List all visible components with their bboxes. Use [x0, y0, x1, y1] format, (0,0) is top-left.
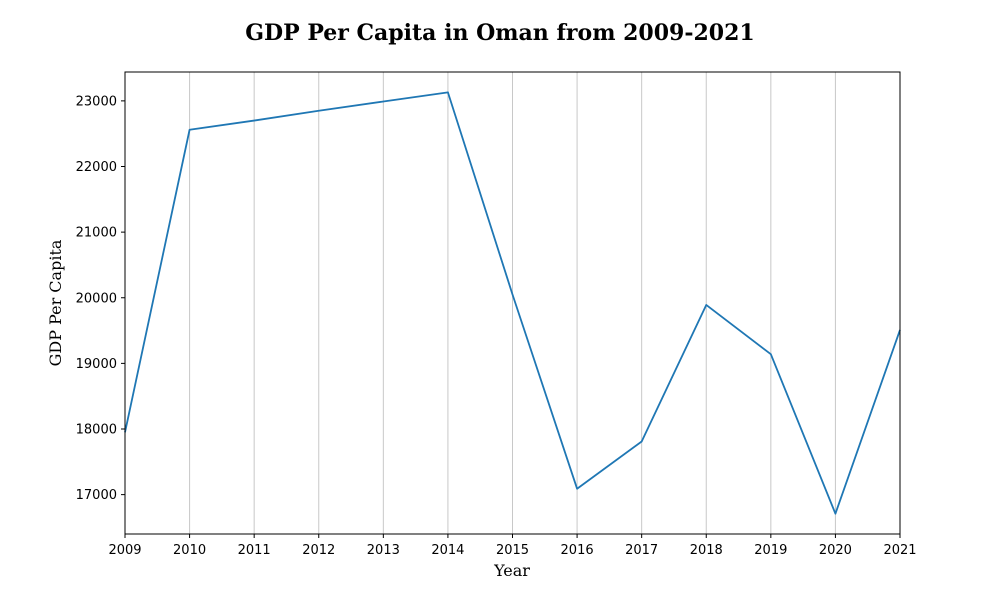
x-tick-label: 2013: [367, 543, 400, 558]
x-tick-label: 2009: [108, 543, 141, 558]
x-tick-label: 2014: [431, 543, 464, 558]
y-tick-label: 22000: [76, 160, 117, 175]
x-tick-label: 2020: [819, 543, 852, 558]
y-tick-label: 20000: [76, 291, 117, 306]
x-axis: 2009 2010 2011 2012 2013 2014 2015 2016 2017 2018…: [108, 534, 917, 558]
y-tick-label: 17000: [76, 488, 117, 503]
y-axis-label: GDP Per Capita: [46, 239, 65, 366]
y-tick-label: 23000: [76, 94, 117, 109]
x-tick-label: 2021: [883, 543, 916, 558]
x-tick-label: 2016: [561, 543, 594, 558]
x-tick-label: 2015: [496, 543, 529, 558]
chart-title: GDP Per Capita in Oman from 2009-2021: [245, 20, 755, 46]
x-tick-label: 2011: [238, 543, 271, 558]
y-tick-label: 19000: [76, 357, 117, 372]
x-tick-label: 2010: [173, 543, 206, 558]
x-axis-label: Year: [493, 561, 530, 580]
x-tick-label: 2018: [690, 543, 723, 558]
x-tick-label: 2019: [754, 543, 787, 558]
x-tick-label: 2017: [625, 543, 658, 558]
y-axis: 17000 18000 19000 20000 21000 22000 23000: [76, 94, 125, 503]
y-tick-label: 21000: [76, 226, 117, 241]
grid-lines: [124, 72, 901, 534]
y-tick-label: 18000: [76, 423, 117, 438]
x-tick-label: 2012: [302, 543, 335, 558]
